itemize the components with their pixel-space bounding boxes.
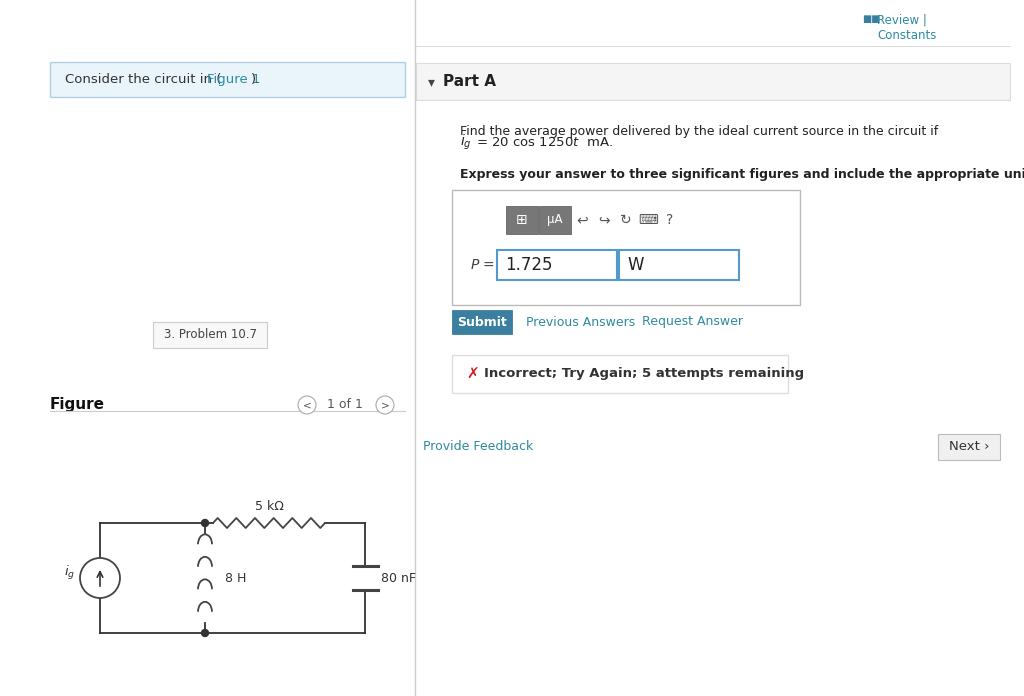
Text: >: > xyxy=(381,400,389,410)
Text: ✗: ✗ xyxy=(466,367,479,381)
Text: 5 kΩ: 5 kΩ xyxy=(255,500,284,514)
FancyBboxPatch shape xyxy=(153,322,267,348)
FancyBboxPatch shape xyxy=(506,206,538,234)
Text: ↻: ↻ xyxy=(621,213,632,227)
Text: 8 H: 8 H xyxy=(225,571,247,585)
Text: $P$ =: $P$ = xyxy=(470,258,495,272)
Text: Figure 1: Figure 1 xyxy=(207,73,260,86)
Text: Provide Feedback: Provide Feedback xyxy=(423,441,534,454)
FancyBboxPatch shape xyxy=(497,250,617,280)
FancyBboxPatch shape xyxy=(618,250,739,280)
Text: $i_g$: $i_g$ xyxy=(460,132,472,152)
Text: ↪: ↪ xyxy=(598,213,610,227)
Text: ↩: ↩ xyxy=(577,213,588,227)
Text: $i_g$: $i_g$ xyxy=(65,564,76,582)
Text: Part A: Part A xyxy=(443,74,496,90)
Text: <: < xyxy=(303,400,311,410)
Text: Submit: Submit xyxy=(457,315,507,329)
Text: Consider the circuit in (: Consider the circuit in ( xyxy=(65,73,221,86)
Text: 3. Problem 10.7: 3. Problem 10.7 xyxy=(164,329,256,342)
Text: Review |: Review | xyxy=(877,14,927,27)
Text: Previous Answers: Previous Answers xyxy=(526,315,635,329)
Text: Constants: Constants xyxy=(877,29,936,42)
FancyBboxPatch shape xyxy=(938,434,1000,460)
Text: Incorrect; Try Again; 5 attempts remaining: Incorrect; Try Again; 5 attempts remaini… xyxy=(484,367,804,381)
Text: Find the average power delivered by the ideal current source in the circuit if: Find the average power delivered by the … xyxy=(460,125,938,138)
FancyBboxPatch shape xyxy=(452,355,788,393)
Text: ?: ? xyxy=(667,213,674,227)
Text: Express your answer to three significant figures and include the appropriate uni: Express your answer to three significant… xyxy=(460,168,1024,181)
Circle shape xyxy=(80,558,120,598)
Text: W: W xyxy=(627,256,643,274)
Text: = 20 cos 1250$t$  mA.: = 20 cos 1250$t$ mA. xyxy=(476,136,613,148)
FancyBboxPatch shape xyxy=(539,206,571,234)
Circle shape xyxy=(202,519,209,526)
FancyBboxPatch shape xyxy=(452,190,800,305)
Circle shape xyxy=(298,396,316,414)
Circle shape xyxy=(376,396,394,414)
Text: μA: μA xyxy=(547,214,563,226)
Circle shape xyxy=(202,629,209,637)
FancyBboxPatch shape xyxy=(416,63,1010,100)
Text: Figure: Figure xyxy=(50,397,105,413)
Text: ■■: ■■ xyxy=(862,14,881,24)
Text: ⌨: ⌨ xyxy=(638,213,658,227)
Text: 80 nF: 80 nF xyxy=(381,571,416,585)
FancyBboxPatch shape xyxy=(50,62,406,97)
Text: ▾: ▾ xyxy=(428,75,435,89)
Text: Next ›: Next › xyxy=(949,441,989,454)
Text: Request Answer: Request Answer xyxy=(642,315,743,329)
Text: 1.725: 1.725 xyxy=(505,256,553,274)
Text: 1 of 1: 1 of 1 xyxy=(327,399,362,411)
FancyBboxPatch shape xyxy=(452,310,512,334)
Text: ).: ). xyxy=(251,73,260,86)
Text: ⊞: ⊞ xyxy=(516,213,527,227)
